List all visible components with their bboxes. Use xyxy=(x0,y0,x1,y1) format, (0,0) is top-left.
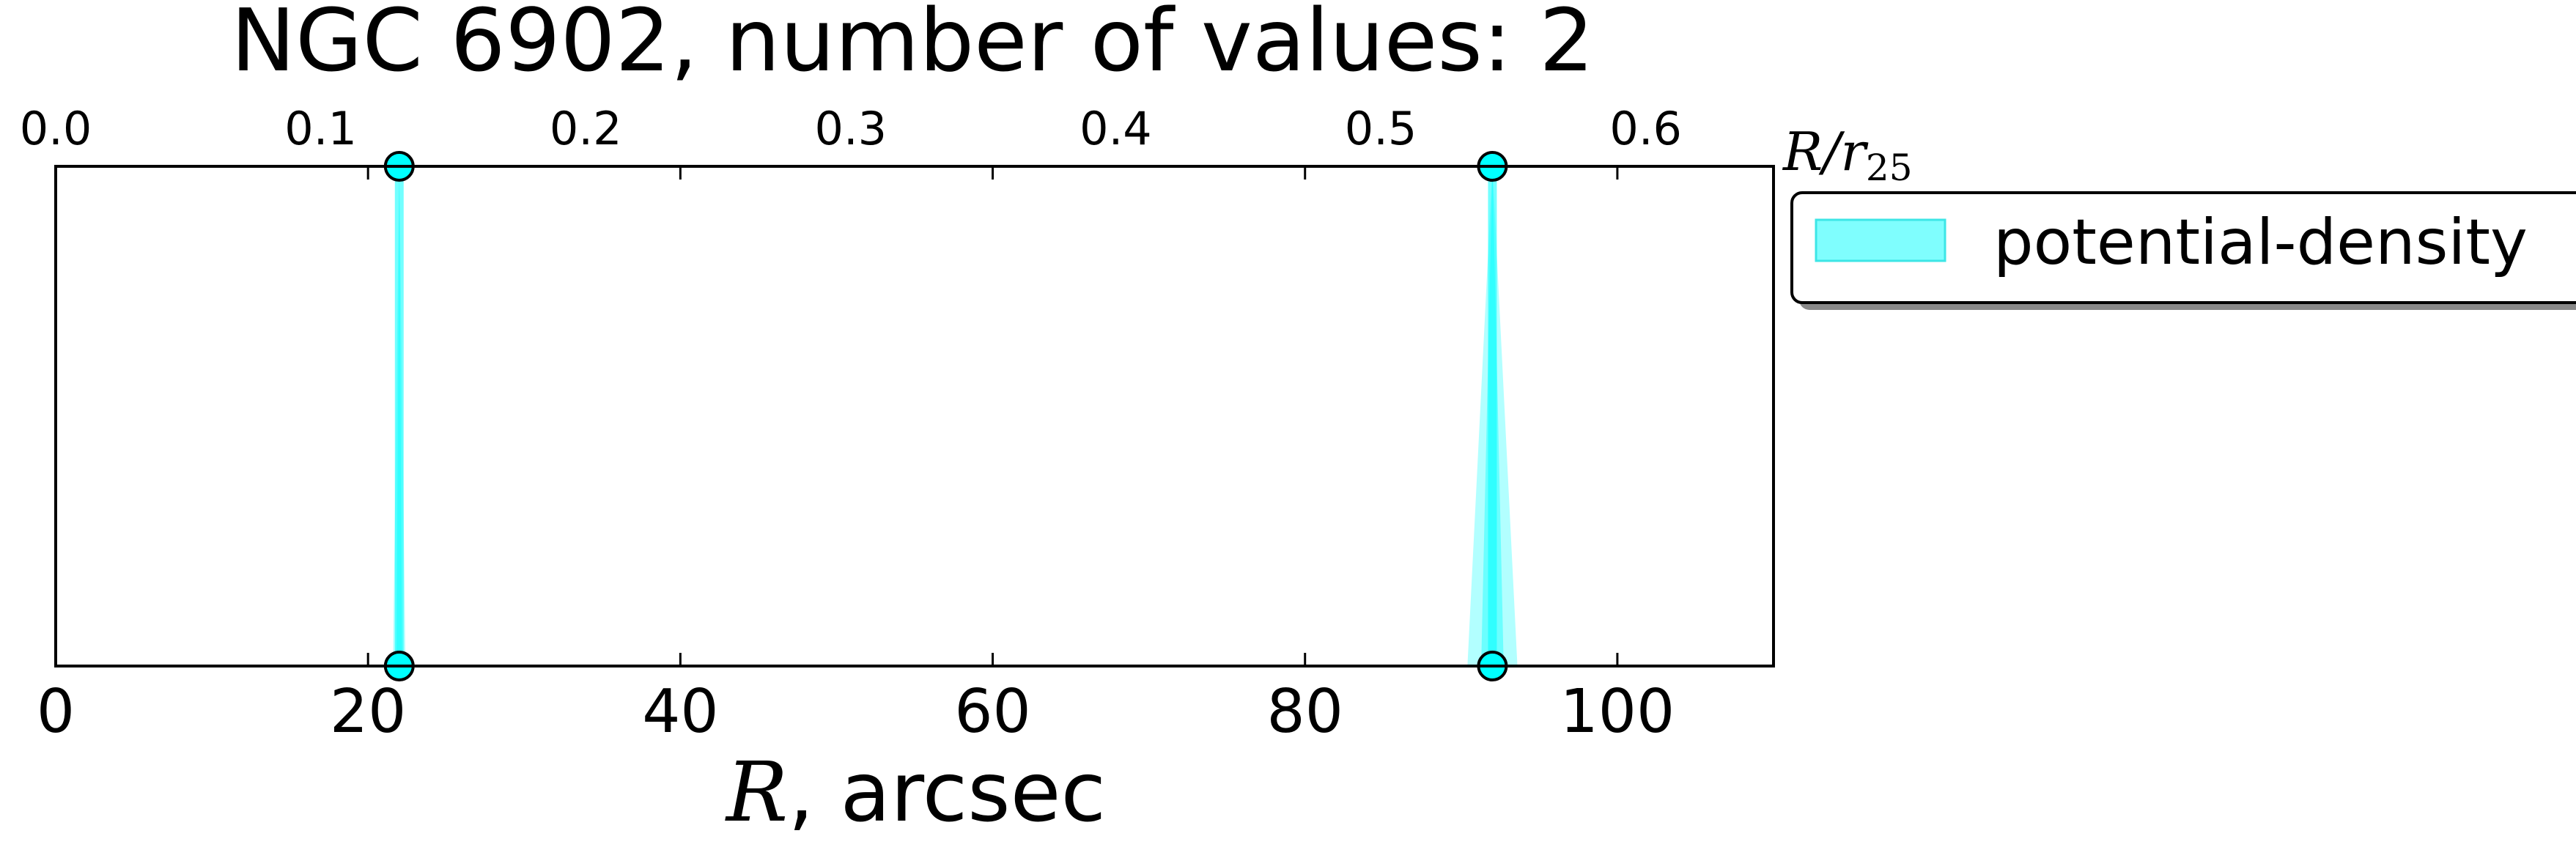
top-tick-label-0.4: 0.4 xyxy=(1080,102,1152,155)
top-tick-label-0.2: 0.2 xyxy=(550,102,622,155)
top-axis-label: R/r25 xyxy=(1782,121,1913,189)
top-tick-label-0.3: 0.3 xyxy=(815,102,887,155)
legend: potential-density xyxy=(1790,191,2576,310)
top-axis: 0.0 0.1 0.2 0.3 0.4 0.5 0.6 xyxy=(20,102,1682,155)
legend-box xyxy=(1790,191,2576,304)
bottom-axis: 0 20 40 60 80 100 xyxy=(37,166,1675,747)
x-tick-label-100: 100 xyxy=(1560,677,1675,747)
chart-title: NGC 6902, number of values: 2 xyxy=(231,0,1594,91)
x-axis-label-symbol: R xyxy=(725,745,788,840)
x-tick-label-40: 40 xyxy=(642,677,718,747)
x-tick-label-0: 0 xyxy=(37,677,75,747)
x-axis-label-unit: , arcsec xyxy=(788,745,1106,840)
top-tick-label-0.6: 0.6 xyxy=(1609,102,1682,155)
top-tick-label-0.5: 0.5 xyxy=(1345,102,1417,155)
x-tick-label-80: 80 xyxy=(1267,677,1343,747)
plot-frame xyxy=(54,165,1775,667)
x-axis-label: R, arcsec xyxy=(725,745,1106,840)
x-tick-label-60: 60 xyxy=(954,677,1030,747)
x-tick-label-20: 20 xyxy=(330,677,406,747)
top-tick-label-0.0: 0.0 xyxy=(20,102,92,155)
data-layer xyxy=(383,151,1518,681)
top-axis-label-main: R/r xyxy=(1782,121,1868,182)
top-axis-label-sub: 25 xyxy=(1866,147,1913,189)
top-tick-label-0.1: 0.1 xyxy=(284,102,357,155)
legend-swatch-potential-density xyxy=(1815,218,1946,262)
legend-label-potential-density: potential-density xyxy=(1993,206,2528,279)
